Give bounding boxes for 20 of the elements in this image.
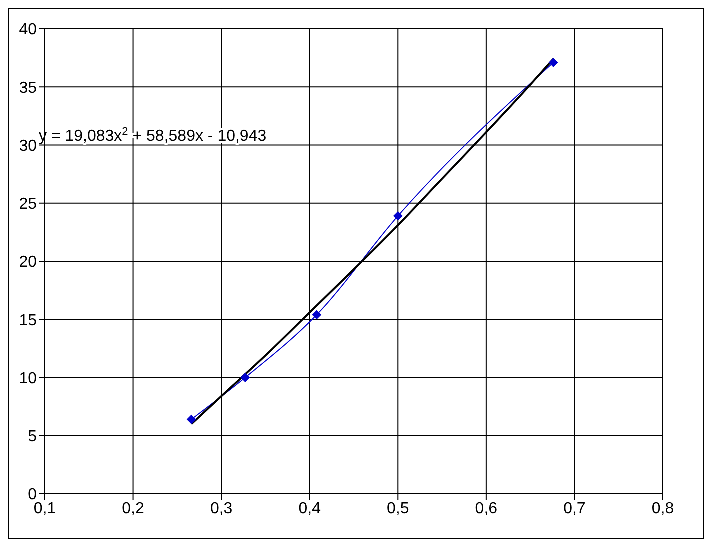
- point: [549, 58, 558, 68]
- x-tick-label: 0,2: [122, 500, 145, 518]
- point: [394, 212, 403, 221]
- point: [312, 310, 322, 320]
- x-tick-label: 0,5: [387, 500, 410, 518]
- y-tick-label: 35: [19, 80, 38, 97]
- y-tick-label: 20: [19, 254, 38, 272]
- y-tick-label: 25: [19, 196, 38, 214]
- point: [240, 373, 250, 382]
- y-tick-label: 30: [19, 138, 38, 155]
- x-tick-label: 0,8: [652, 500, 674, 518]
- y-tick-label: 15: [19, 312, 38, 330]
- x-tick-label: 0,6: [475, 500, 498, 518]
- x-tick-label: 0,3: [210, 500, 233, 518]
- y-tick-label: 10: [19, 370, 38, 388]
- y-tick-label: 40: [19, 22, 38, 39]
- y-tick-label: 5: [28, 428, 38, 446]
- x-tick-label: 0,4: [298, 500, 322, 518]
- point: [187, 415, 196, 424]
- x-tick-label: 0,7: [564, 500, 586, 518]
